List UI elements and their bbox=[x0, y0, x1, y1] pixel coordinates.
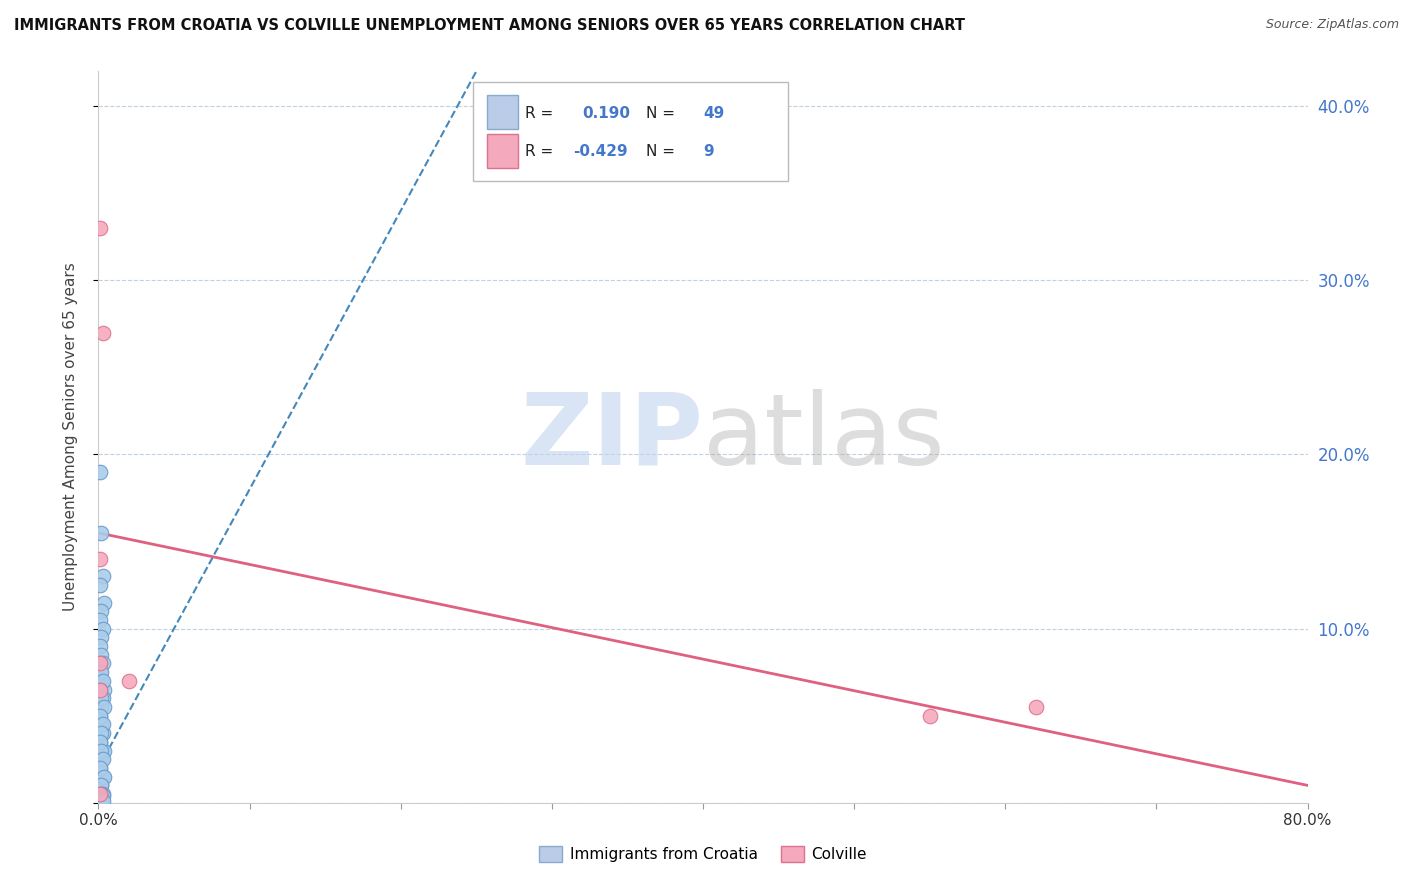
Text: IMMIGRANTS FROM CROATIA VS COLVILLE UNEMPLOYMENT AMONG SENIORS OVER 65 YEARS COR: IMMIGRANTS FROM CROATIA VS COLVILLE UNEM… bbox=[14, 18, 965, 33]
Point bbox=[93, 595, 115, 609]
Point bbox=[91, 770, 114, 784]
Point bbox=[90, 691, 112, 706]
Point bbox=[118, 673, 141, 688]
FancyBboxPatch shape bbox=[486, 135, 517, 168]
Point bbox=[90, 604, 112, 618]
FancyBboxPatch shape bbox=[486, 95, 517, 129]
Point bbox=[91, 794, 114, 808]
Point bbox=[91, 569, 114, 583]
Text: N =: N = bbox=[647, 105, 681, 120]
Text: 0.190: 0.190 bbox=[582, 105, 630, 120]
Text: R =: R = bbox=[526, 145, 558, 160]
Point bbox=[93, 682, 115, 697]
Point bbox=[91, 673, 114, 688]
Point bbox=[89, 221, 111, 235]
Point bbox=[90, 717, 112, 731]
FancyBboxPatch shape bbox=[474, 82, 787, 181]
Point bbox=[89, 465, 111, 479]
Point bbox=[91, 326, 114, 340]
Text: -0.429: -0.429 bbox=[574, 145, 628, 160]
Point bbox=[90, 787, 112, 801]
Point bbox=[89, 708, 111, 723]
Point bbox=[89, 761, 111, 775]
Point bbox=[90, 726, 112, 740]
Point bbox=[89, 578, 111, 592]
Point bbox=[89, 657, 111, 671]
Point bbox=[89, 665, 111, 680]
Text: 9: 9 bbox=[703, 145, 714, 160]
Point bbox=[93, 770, 115, 784]
Point bbox=[90, 525, 112, 540]
Point bbox=[90, 752, 112, 766]
Point bbox=[93, 700, 115, 714]
Point bbox=[90, 778, 112, 792]
Point bbox=[90, 665, 112, 680]
Point bbox=[90, 794, 112, 808]
Point bbox=[918, 708, 941, 723]
Point bbox=[89, 639, 111, 653]
Text: ZIP: ZIP bbox=[520, 389, 703, 485]
Point bbox=[90, 700, 112, 714]
Point bbox=[89, 787, 111, 801]
Point bbox=[89, 682, 111, 697]
Point bbox=[89, 787, 111, 801]
Text: Source: ZipAtlas.com: Source: ZipAtlas.com bbox=[1265, 18, 1399, 31]
Point bbox=[91, 789, 114, 803]
Point bbox=[91, 752, 114, 766]
Text: N =: N = bbox=[647, 145, 681, 160]
Point bbox=[91, 717, 114, 731]
Point bbox=[89, 735, 111, 749]
Point bbox=[89, 657, 111, 671]
Point bbox=[89, 613, 111, 627]
Point bbox=[90, 743, 112, 757]
Point bbox=[90, 778, 112, 792]
Point bbox=[1024, 700, 1046, 714]
Point bbox=[90, 648, 112, 662]
Text: atlas: atlas bbox=[703, 389, 945, 485]
Point bbox=[89, 552, 111, 566]
Legend: Immigrants from Croatia, Colville: Immigrants from Croatia, Colville bbox=[533, 840, 873, 868]
Point bbox=[89, 682, 111, 697]
Point bbox=[90, 790, 112, 805]
Point bbox=[91, 657, 114, 671]
Point bbox=[93, 743, 115, 757]
Point bbox=[91, 726, 114, 740]
Text: R =: R = bbox=[526, 105, 558, 120]
Point bbox=[91, 622, 114, 636]
Point bbox=[90, 673, 112, 688]
Point bbox=[91, 691, 114, 706]
Point bbox=[89, 735, 111, 749]
Point bbox=[91, 787, 114, 801]
Text: 49: 49 bbox=[703, 105, 724, 120]
Point bbox=[89, 761, 111, 775]
Point bbox=[89, 792, 111, 806]
Point bbox=[89, 708, 111, 723]
Y-axis label: Unemployment Among Seniors over 65 years: Unemployment Among Seniors over 65 years bbox=[63, 263, 77, 611]
Point bbox=[90, 631, 112, 645]
